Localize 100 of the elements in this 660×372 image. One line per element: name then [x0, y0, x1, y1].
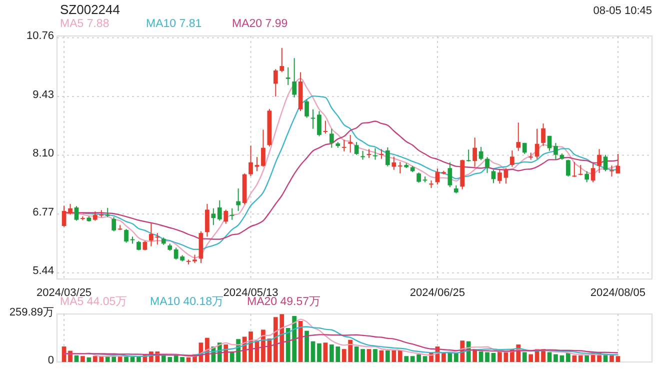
- bar: [584, 355, 590, 362]
- candlestick: [292, 58, 296, 98]
- candlestick: [491, 169, 496, 184]
- bar: [398, 350, 402, 362]
- candlestick: [286, 66, 290, 86]
- bar: [578, 355, 583, 362]
- x-tick-label: 2024/06/25: [410, 286, 465, 299]
- candlestick: [534, 128, 540, 160]
- y-tick-label: 6.77: [32, 206, 54, 218]
- y-tick-label: 10.76: [26, 30, 54, 42]
- bar: [86, 357, 92, 362]
- candlestick: [211, 208, 216, 226]
- candlestick: [136, 240, 141, 251]
- candlestick: [62, 205, 66, 228]
- bar: [491, 352, 496, 362]
- candlestick: [590, 162, 596, 183]
- candlestick: [329, 128, 334, 148]
- bar: [310, 341, 316, 362]
- bar: [442, 352, 446, 362]
- candlestick: [610, 164, 614, 177]
- candlestick: [254, 156, 260, 172]
- bar: [554, 354, 558, 362]
- candlestick: [398, 161, 402, 174]
- bar: [124, 356, 128, 362]
- line-series: [82, 95, 619, 250]
- candlestick: [392, 156, 396, 170]
- candlestick: [112, 216, 116, 232]
- y-tick-label: 5.44: [32, 265, 54, 278]
- y-tick-label: 259.89万: [9, 306, 54, 318]
- candlestick: [541, 122, 546, 147]
- bar: [386, 350, 390, 362]
- chart-title: SZ002244: [60, 2, 120, 17]
- y-tick-label: 8.10: [32, 148, 54, 160]
- candlestick: [566, 159, 570, 177]
- candlestick: [435, 168, 440, 185]
- candlestick: [142, 240, 148, 251]
- text: MA20 49.57万: [247, 295, 322, 308]
- candlestick: [578, 164, 583, 176]
- candlestick: [554, 142, 558, 160]
- text: MA10 40.18万: [150, 295, 224, 308]
- bar: [130, 357, 135, 362]
- bar: [379, 350, 384, 362]
- bar: [485, 352, 490, 362]
- candlestick: [485, 156, 490, 174]
- bar: [560, 355, 564, 362]
- candlestick: [366, 148, 372, 158]
- candlestick: [124, 228, 128, 244]
- bar: [572, 355, 577, 362]
- candlestick: [105, 207, 110, 218]
- candlestick: [230, 208, 234, 220]
- bar: [304, 330, 309, 362]
- candlestick: [261, 129, 266, 168]
- candlestick: [224, 209, 228, 224]
- bar: [186, 357, 191, 362]
- bar: [366, 349, 372, 362]
- chart-subtitle: 08-05 10:45: [593, 5, 652, 17]
- bar: [566, 352, 570, 362]
- bar: [454, 352, 458, 362]
- bar: [610, 355, 614, 362]
- bar: [360, 349, 365, 362]
- bar: [422, 356, 428, 362]
- bar: [354, 346, 359, 362]
- y-tick-label: 0: [48, 354, 54, 366]
- candlestick: [597, 148, 602, 174]
- candlestick: [74, 206, 79, 222]
- candlestick: [510, 150, 514, 168]
- text: MA20 7.99: [232, 18, 288, 30]
- line-series: [63, 120, 619, 240]
- bar: [616, 356, 620, 362]
- bar: [528, 354, 533, 362]
- candlestick: [248, 145, 253, 177]
- text: MA10 7.81: [146, 18, 202, 30]
- candlestick: [68, 203, 72, 215]
- bar: [323, 342, 328, 362]
- candlestick: [217, 200, 222, 222]
- y-tick-label: 9.43: [32, 88, 54, 101]
- bar: [80, 356, 85, 362]
- x-tick-label: 2024/08/05: [590, 286, 646, 299]
- candlestick: [354, 142, 359, 156]
- bar: [317, 343, 322, 362]
- candlestick: [416, 172, 421, 184]
- bar: [478, 351, 484, 362]
- candlestick: [472, 137, 477, 168]
- candlestick: [348, 134, 353, 154]
- candlestick: [236, 188, 240, 212]
- candlestick: [603, 154, 608, 172]
- bar: [373, 349, 378, 362]
- line-series: [63, 334, 619, 356]
- candlestick: [205, 203, 210, 238]
- candlestick: [584, 170, 590, 183]
- bar: [547, 352, 552, 362]
- candlestick: [616, 153, 620, 174]
- candlestick: [386, 146, 390, 167]
- candlestick: [317, 110, 322, 137]
- candlestick: [516, 122, 521, 152]
- candlestick: [466, 149, 471, 162]
- candlestick: [572, 161, 577, 178]
- candlestick: [448, 162, 452, 188]
- candlestick: [304, 99, 309, 118]
- text: MA5 7.88: [60, 18, 110, 30]
